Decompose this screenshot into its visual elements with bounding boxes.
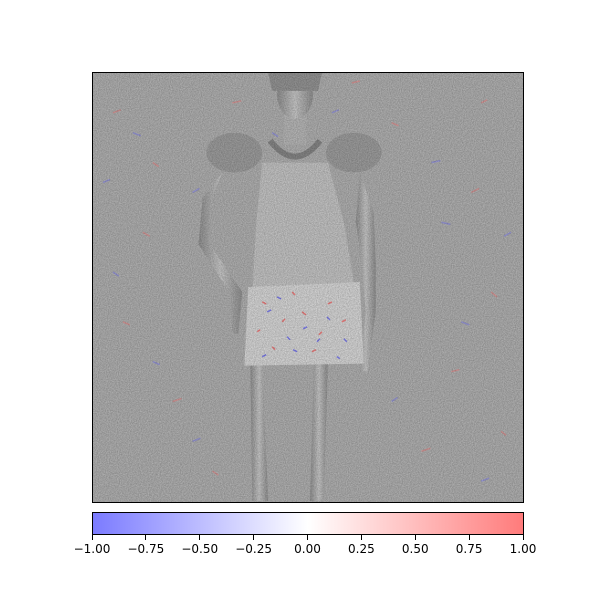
tick-mark bbox=[414, 535, 416, 540]
tick-mark bbox=[91, 535, 93, 540]
tick-label: 0.25 bbox=[348, 542, 375, 556]
tick-mark bbox=[253, 535, 255, 540]
tick-label: 0.50 bbox=[401, 542, 429, 556]
tick-mark bbox=[199, 535, 201, 540]
tick-label: −0.75 bbox=[127, 542, 165, 556]
tick-mark bbox=[468, 535, 470, 540]
attribution-heatmap-image bbox=[92, 72, 524, 503]
tick-mark bbox=[307, 535, 308, 540]
tick-mark bbox=[145, 535, 147, 540]
tick-mark bbox=[360, 535, 362, 540]
tick-label: 1.00 bbox=[509, 542, 537, 556]
tick-label: −1.00 bbox=[73, 542, 111, 556]
tick-label: −0.50 bbox=[181, 542, 219, 556]
tick-label: 0.75 bbox=[455, 542, 483, 556]
tick-label: 0.00 bbox=[294, 542, 321, 556]
colorbar-ticks: −1.00 −0.75 −0.50 −0.25 0.00 0.25 0.50 0.75 1.00 bbox=[74, 535, 536, 565]
doll-figure-image bbox=[93, 73, 523, 502]
tick-label: −0.25 bbox=[235, 542, 273, 556]
colorbar bbox=[92, 512, 524, 535]
tick-mark bbox=[522, 535, 524, 540]
